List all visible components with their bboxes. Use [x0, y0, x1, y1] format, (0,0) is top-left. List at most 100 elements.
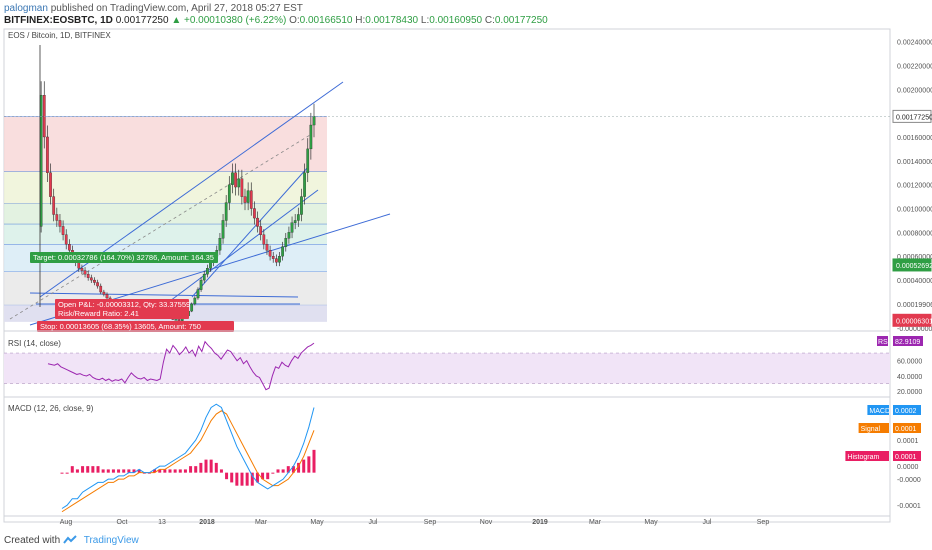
time-axis[interactable]: Aug Oct 13 2018 Mar May Jul Sep Nov 2019 Mar May Jul… — [4, 515, 890, 526]
target-label-text: Target: 0.00032786 (164.70%) 32786, Amou… — [33, 253, 214, 262]
tradingview-brand[interactable]: TradingView — [83, 535, 139, 546]
time-tick-label: 13 — [158, 519, 166, 526]
open-pl-label-text: Open P&L: -0.00003312, Qty: 33.37559 — [58, 300, 190, 309]
price-tick-label: 0.00200000 — [897, 87, 932, 94]
macd-line — [61, 403, 315, 509]
candle — [42, 81, 46, 149]
histogram-bar — [312, 449, 316, 473]
candle-body — [303, 172, 306, 197]
histogram-bar — [178, 469, 182, 473]
close-value: 0.00177250 — [494, 15, 548, 26]
macd-series-value-bg — [893, 451, 921, 461]
histogram-bar — [106, 469, 110, 473]
histogram-bar — [235, 472, 239, 486]
price-pane[interactable]: EOS / Bitcoin, 1D, BITFINEX Target: 0.000… — [4, 31, 932, 333]
candle-body — [284, 238, 288, 247]
price-marker-bg — [892, 313, 932, 327]
histogram-bar — [91, 466, 95, 473]
macd-series-name: Histogram — [847, 454, 879, 461]
candle — [193, 296, 197, 306]
candle-body — [209, 262, 212, 269]
candle-body — [306, 148, 310, 173]
price-marker-label: 0.00006301 — [896, 318, 932, 325]
candle-body — [61, 226, 65, 235]
stop-label-bg — [37, 321, 234, 332]
price-tick-label: 0.00060000 — [897, 254, 932, 261]
candle — [102, 289, 106, 297]
price-tick-label: 0.00220000 — [897, 63, 932, 70]
candle-body — [42, 95, 46, 138]
candle — [237, 169, 241, 196]
candle-body — [246, 190, 250, 203]
candle-body — [105, 294, 109, 299]
created-with-label: Created with — [4, 535, 61, 546]
rsi-name-badge: RSI — [878, 339, 890, 346]
histogram-bar — [214, 462, 218, 473]
trend-line — [29, 292, 299, 298]
macd-pane[interactable]: MACD (12, 26, close, 9) 0.0001 0.0000 -0.00… — [8, 403, 921, 513]
price-tick-label: 0.00240000 — [897, 40, 932, 47]
stop-label: Stop: 0.00013605 (68.35%) 13605, Amount:… — [37, 321, 234, 332]
histogram-bar — [75, 469, 79, 473]
candle — [275, 254, 278, 267]
time-tick-label: Nov — [480, 519, 493, 526]
chart-area[interactable]: EOS / Bitcoin, 1D, BITFINEX Target: 0.000… — [0, 27, 932, 527]
candle — [83, 267, 87, 278]
macd-series-name: MACD — [869, 408, 890, 415]
time-tick-label: Mar — [255, 519, 268, 526]
histogram-bar — [209, 459, 213, 473]
price-marker-bg — [892, 109, 932, 123]
fib-zone — [4, 116, 327, 172]
time-tick-label: Jul — [703, 519, 712, 526]
rsi-pane[interactable]: RSI (14, close) 60.0000 40.0000 20.0000 RSI 8… — [4, 336, 923, 398]
candle — [287, 226, 291, 244]
macd-tick-label: 0.0000 — [897, 464, 919, 471]
candle-body — [86, 273, 90, 278]
open-pl-label-bg — [55, 299, 189, 310]
histogram-bar — [291, 466, 295, 473]
candle — [49, 163, 52, 205]
histogram-bar — [204, 459, 208, 473]
candle-body — [55, 214, 59, 221]
candle — [206, 264, 209, 278]
histogram-bar — [245, 472, 249, 486]
candle-body — [96, 282, 99, 287]
candle — [46, 125, 49, 183]
histogram-bar — [60, 472, 64, 474]
time-tick-label: 2018 — [199, 519, 215, 526]
histogram-bar — [255, 472, 259, 483]
low-label: L: — [420, 15, 430, 26]
time-tick-label: Aug — [60, 519, 73, 526]
histogram-bar — [81, 466, 85, 473]
histogram-bar — [70, 466, 74, 473]
candle-body — [278, 256, 281, 263]
high-label: H: — [355, 15, 366, 26]
candle — [224, 195, 228, 227]
candle — [309, 112, 313, 160]
author-name[interactable]: palogman — [4, 3, 48, 14]
histogram-bar — [271, 472, 275, 474]
histogram-bar — [153, 469, 157, 473]
symbol-line: BITFINEX:EOSBTC, 1D 0.00177250 ▲ +0.0001… — [4, 15, 548, 26]
histogram-bar — [183, 469, 187, 473]
histogram-bar — [261, 472, 265, 480]
histogram-bar — [137, 469, 141, 473]
candle-body — [58, 220, 62, 227]
candle-body — [64, 234, 68, 245]
histogram-bar — [250, 472, 254, 486]
candle-body — [237, 178, 241, 188]
candle-body — [224, 202, 228, 221]
candle-body — [102, 291, 106, 295]
candle — [202, 270, 206, 283]
histogram-bar — [117, 469, 121, 473]
macd-series-name-bg — [867, 405, 889, 415]
histogram-bar — [189, 466, 193, 473]
macd-series-value: 0.0001 — [895, 426, 917, 433]
macd-tick-label: -0.0000 — [897, 477, 921, 484]
candle-body — [196, 289, 200, 299]
candle — [234, 163, 237, 196]
signal-line — [61, 410, 315, 513]
rsi-title: RSI (14, close) — [8, 339, 61, 348]
candle-body — [271, 256, 275, 259]
candle-body — [68, 244, 71, 251]
